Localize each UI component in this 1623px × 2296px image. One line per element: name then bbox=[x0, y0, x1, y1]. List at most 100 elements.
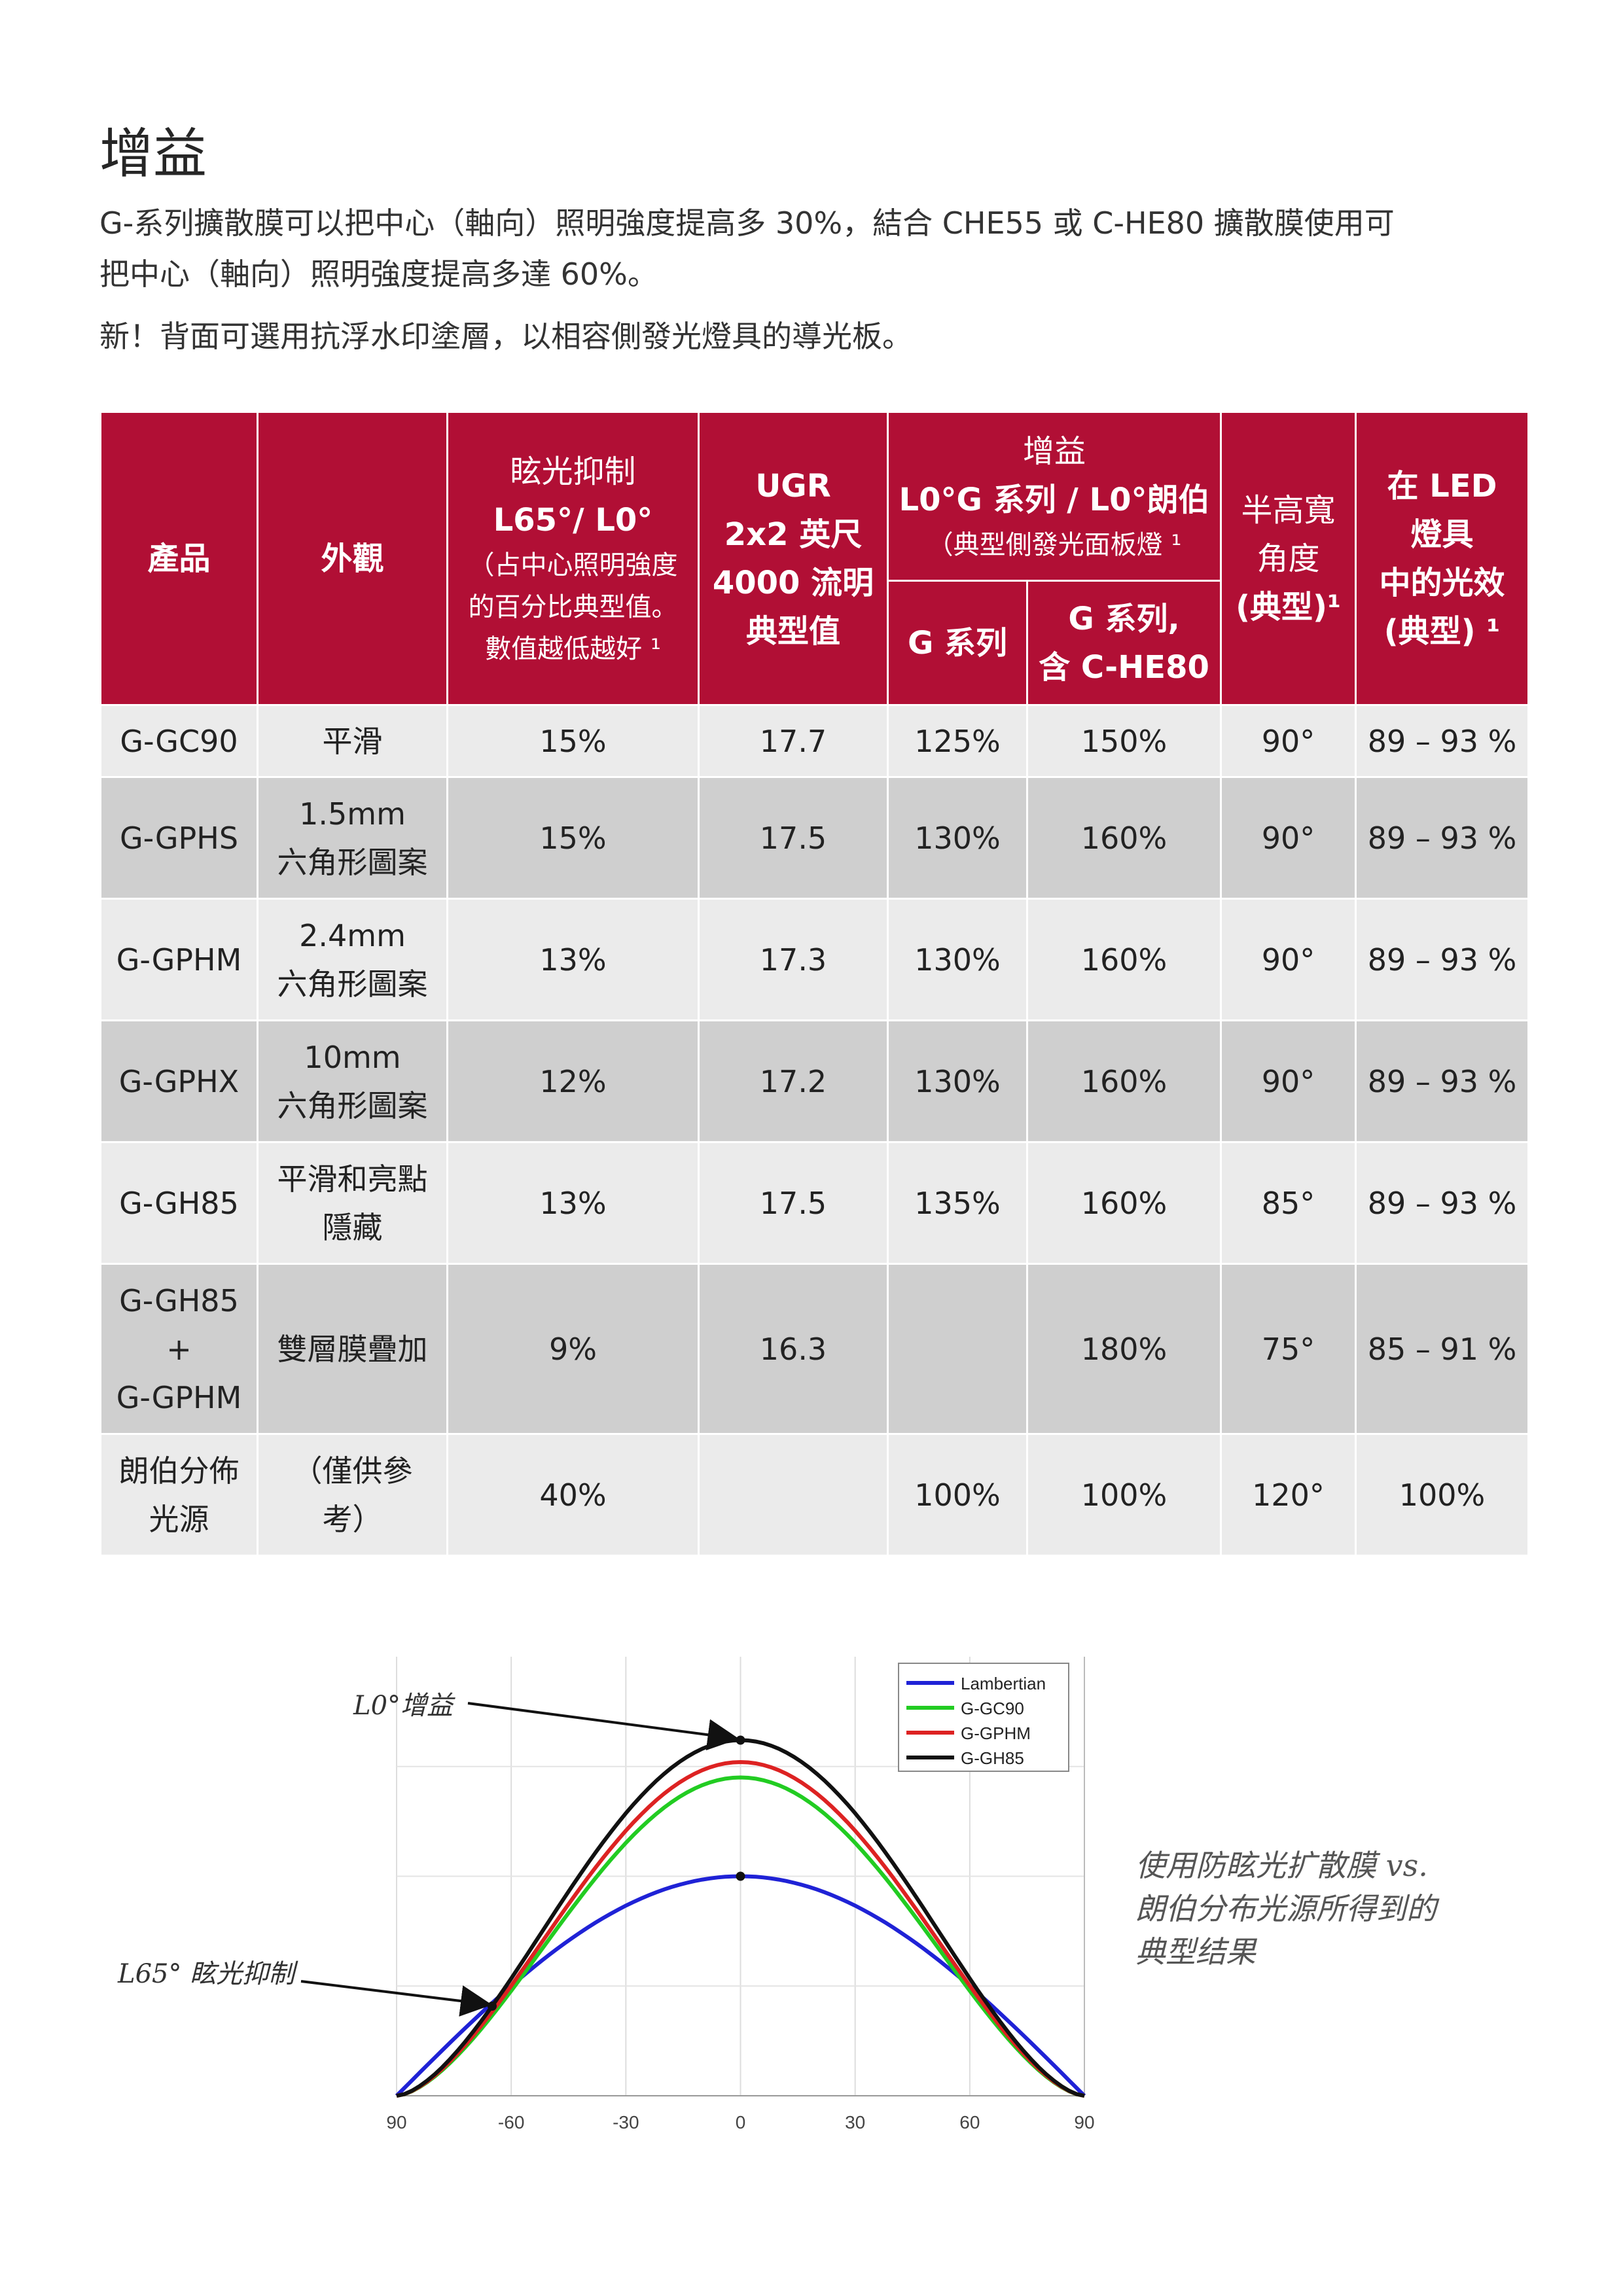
caption-line-3: 典型结果 bbox=[1135, 1934, 1256, 1969]
gain-distribution-chart: 90 -60 -30 0 30 60 90 L0°增益 L65° 眩光抑制 Lambertian G… bbox=[105, 1629, 1492, 2205]
cell-efficacy: 89 – 93 % bbox=[1355, 776, 1530, 900]
cell-ugr: 17.2 bbox=[698, 1019, 889, 1143]
x-tick-label: 0 bbox=[736, 2112, 746, 2132]
header-fwhm: 半高寬 角度 (典型)¹ bbox=[1220, 411, 1357, 706]
series-line-g-gc90 bbox=[396, 1775, 1085, 2098]
page-heading: 增益 bbox=[99, 123, 207, 185]
header-ugr: UGR 2x2 英尺 4000 流明 典型值 bbox=[698, 411, 889, 706]
table-body: G-GC90 平滑 15% 17.7 125% 150% 90° 89 – 93 % G-GPH… bbox=[99, 704, 1530, 1557]
cell-ugr: 17.5 bbox=[698, 776, 889, 900]
x-tick-label: -60 bbox=[498, 2112, 524, 2132]
header-product: 產品 bbox=[99, 411, 259, 706]
cell-line: 六角形圖案 bbox=[277, 1087, 428, 1123]
cell-fwhm: 90° bbox=[1220, 1019, 1357, 1143]
cell-line: 平滑和亮點 bbox=[277, 1161, 428, 1197]
cell-gain-g: 135% bbox=[887, 1141, 1028, 1265]
cell-line: 10mm bbox=[304, 1039, 401, 1075]
cell-line: 隱藏 bbox=[322, 1209, 383, 1245]
cell-appearance: 2.4mm 六角形圖案 bbox=[257, 898, 448, 1021]
cell-glare: 40% bbox=[446, 1433, 700, 1557]
cell-line: G-GPHM bbox=[116, 1379, 242, 1415]
cell-ugr bbox=[698, 1433, 889, 1557]
cell-glare: 9% bbox=[446, 1263, 700, 1435]
header-gain: 增益 L0°G 系列 / L0°朗伯 （典型側發光面板燈 ¹ bbox=[886, 411, 1222, 582]
legend-label: Lambertian bbox=[961, 1674, 1046, 1693]
cell-line: 六角形圖案 bbox=[277, 966, 428, 1002]
header-glare: 眩光抑制 L65°/ L0° （占中心照明強度 的百分比典型值。 數值越低越好 … bbox=[446, 411, 700, 706]
intro-line-2: 把中心（軸向）照明強度提高多達 60%。 bbox=[99, 256, 658, 292]
cell-fwhm: 90° bbox=[1220, 776, 1357, 900]
cell-gain-g: 130% bbox=[887, 776, 1028, 900]
cell-gain-che: 160% bbox=[1026, 1019, 1222, 1143]
cell-efficacy: 89 – 93 % bbox=[1355, 898, 1530, 1021]
cell-ugr: 17.3 bbox=[698, 898, 889, 1021]
cell-gain-che: 160% bbox=[1026, 776, 1222, 900]
series-line-g-gphm bbox=[396, 1759, 1085, 2098]
cell-glare: 13% bbox=[446, 898, 700, 1021]
product-spec-table: 產品 外觀 眩光抑制 L65°/ L0° （占中心照明強度 的百分比典型值。 數… bbox=[99, 411, 1530, 1557]
cell-line: G-GC90 bbox=[120, 723, 238, 759]
cell-ugr: 16.3 bbox=[698, 1263, 889, 1435]
cell-fwhm: 75° bbox=[1220, 1263, 1357, 1435]
l65-point bbox=[487, 2001, 497, 2011]
cell-appearance: 雙層膜疊加 bbox=[257, 1263, 448, 1435]
legend-label: G-GPHM bbox=[961, 1723, 1031, 1743]
l65-glare-annotation: L65° 眩光抑制 bbox=[117, 1959, 298, 1989]
cell-line: 1.5mm bbox=[299, 796, 406, 832]
cell-appearance: 平滑和亮點 隱藏 bbox=[257, 1141, 448, 1265]
cell-product: G-GH85 + G-GPHM bbox=[99, 1263, 259, 1435]
cell-line: 2.4mm bbox=[299, 917, 406, 953]
cell-product: G-GC90 bbox=[99, 704, 259, 778]
cell-efficacy: 89 – 93 % bbox=[1355, 704, 1530, 778]
cell-gain-g bbox=[887, 1263, 1028, 1435]
cell-line: G-GPHS bbox=[119, 820, 239, 856]
table-row: G-GC90 平滑 15% 17.7 125% 150% 90° 89 – 93 % bbox=[99, 704, 1530, 778]
cell-glare: 12% bbox=[446, 1019, 700, 1143]
cell-gain-che: 100% bbox=[1026, 1433, 1222, 1557]
cell-fwhm: 90° bbox=[1220, 898, 1357, 1021]
new-feature-note: 新！背面可選用抗浮水印塗層，以相容側發光燈具的導光板。 bbox=[99, 319, 912, 354]
chart-caption: 使用防眩光扩散膜 vs. 朗伯分布光源所得到的 典型结果 bbox=[1135, 1844, 1436, 1973]
header-efficacy: 在 LED 燈具 中的光效 (典型) ¹ bbox=[1355, 411, 1530, 706]
x-tick-label: 30 bbox=[845, 2112, 865, 2132]
x-tick-label: 90 bbox=[1074, 2112, 1094, 2132]
cell-glare: 15% bbox=[446, 704, 700, 778]
x-tick-label: 60 bbox=[959, 2112, 980, 2132]
cell-line: 六角形圖案 bbox=[277, 844, 428, 880]
l0-arrow bbox=[467, 1702, 740, 1751]
cell-glare: 15% bbox=[446, 776, 700, 900]
cell-line: G-GH85 bbox=[119, 1282, 239, 1318]
cell-efficacy: 85 – 91 % bbox=[1355, 1263, 1530, 1435]
l65-arrow bbox=[300, 1980, 492, 2017]
cell-gain-g: 125% bbox=[887, 704, 1028, 778]
peak-point bbox=[736, 1735, 745, 1745]
cell-line: 考） bbox=[322, 1501, 383, 1537]
table-row: G-GPHX 10mm 六角形圖案 12% 17.2 130% 160% 90° 89 – 93… bbox=[99, 1019, 1530, 1143]
cell-gain-che: 180% bbox=[1026, 1263, 1222, 1435]
l0-gain-annotation: L0°增益 bbox=[353, 1691, 455, 1721]
cell-efficacy: 89 – 93 % bbox=[1355, 1141, 1530, 1265]
cell-ugr: 17.7 bbox=[698, 704, 889, 778]
cell-line: 光源 bbox=[149, 1501, 209, 1537]
cell-line: + bbox=[166, 1331, 192, 1367]
table-row: G-GH85 + G-GPHM 雙層膜疊加 9% 16.3 180% 75° 85 – 91 % bbox=[99, 1263, 1530, 1435]
cell-appearance: 平滑 bbox=[257, 704, 448, 778]
cell-ugr: 17.5 bbox=[698, 1141, 889, 1265]
chart-svg: 90 -60 -30 0 30 60 90 L0°增益 L65° 眩光抑制 Lambertian G… bbox=[117, 1657, 1095, 2132]
x-tick-label: -30 bbox=[613, 2112, 639, 2132]
cell-efficacy: 89 – 93 % bbox=[1355, 1019, 1530, 1143]
table-row: 朗伯分佈 光源 （僅供參 考） 40% 100% 100% 120° 100% bbox=[99, 1433, 1530, 1557]
cell-line: G-GPHX bbox=[118, 1063, 240, 1099]
cell-appearance: 10mm 六角形圖案 bbox=[257, 1019, 448, 1143]
cell-line: （僅供參 bbox=[292, 1453, 413, 1489]
caption-line-2: 朗伯分布光源所得到的 bbox=[1135, 1891, 1436, 1926]
cell-gain-g: 130% bbox=[887, 898, 1028, 1021]
x-tick-label: 90 bbox=[386, 2112, 406, 2132]
header-gain-g-series: G 系列 bbox=[887, 580, 1028, 706]
cell-glare: 13% bbox=[446, 1141, 700, 1265]
cell-line: G-GH85 bbox=[119, 1185, 239, 1221]
cell-gain-g: 130% bbox=[887, 1019, 1028, 1143]
cell-fwhm: 120° bbox=[1220, 1433, 1357, 1557]
cell-line: 雙層膜疊加 bbox=[277, 1331, 428, 1367]
cell-fwhm: 85° bbox=[1220, 1141, 1357, 1265]
